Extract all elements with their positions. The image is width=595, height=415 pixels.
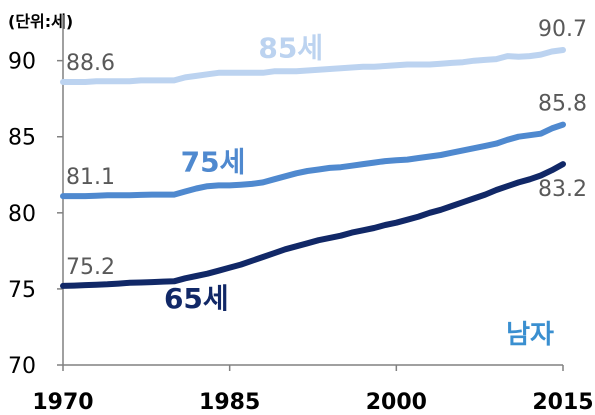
- x-tick-label: 1985: [199, 390, 260, 415]
- y-tick-label: 75: [8, 278, 36, 303]
- axes: 70 75 80 85 90 1970 1985 2000 2015: [8, 15, 594, 415]
- series-lines: [60, 47, 566, 289]
- series-line-1: [60, 121, 566, 200]
- series-name-label: 85세: [258, 31, 323, 64]
- gender-label: 남자: [506, 320, 554, 350]
- series-start-label: 88.6: [66, 51, 115, 76]
- unit-label: (단위:세): [8, 12, 74, 31]
- series-end-label: 83.2: [538, 177, 587, 202]
- series-end-label: 90.7: [538, 17, 587, 42]
- series-name-label: 65세: [164, 282, 229, 315]
- x-tick-label: 2000: [366, 390, 427, 415]
- y-tick-label: 70: [8, 354, 36, 379]
- series-name-label: 75세: [181, 145, 246, 178]
- series-line-0: [60, 47, 566, 85]
- series-start-label: 81.1: [66, 165, 115, 190]
- series-end-label: 85.8: [538, 92, 587, 117]
- x-tick-label: 2015: [532, 390, 593, 415]
- y-tick-label: 90: [8, 50, 36, 75]
- series-line-2: [60, 161, 566, 289]
- y-tick-label: 85: [8, 126, 36, 151]
- y-tick-label: 80: [8, 202, 36, 227]
- series-start-label: 75.2: [66, 255, 115, 280]
- x-tick-label: 1970: [32, 390, 93, 415]
